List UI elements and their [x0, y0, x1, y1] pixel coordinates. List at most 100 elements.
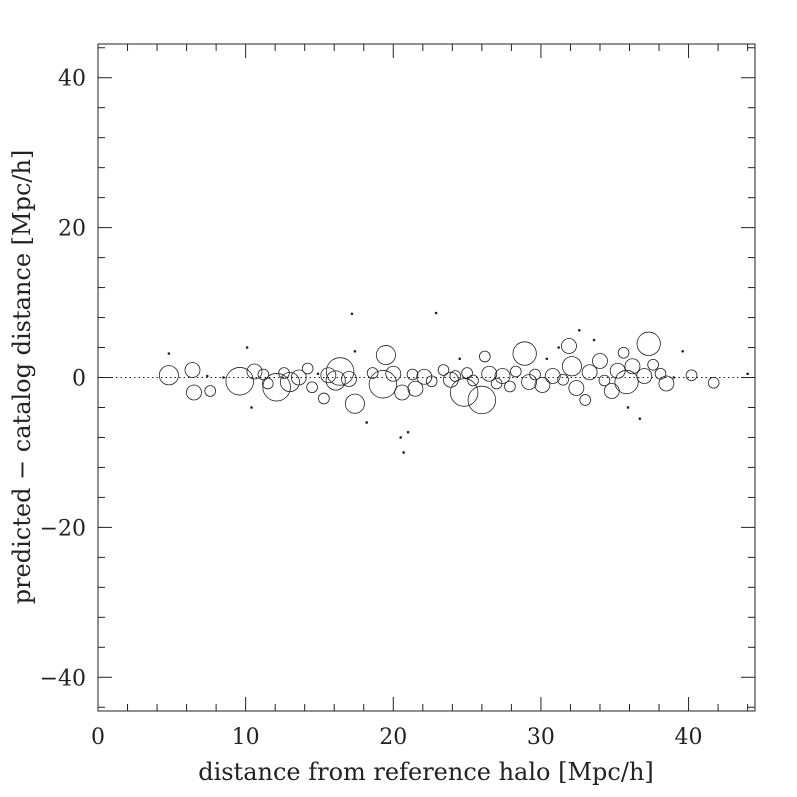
data-point	[350, 312, 354, 316]
data-point	[544, 368, 561, 384]
data-point	[557, 346, 560, 349]
data-point	[341, 371, 357, 387]
data-point	[658, 375, 675, 392]
x-tick-label: 40	[675, 725, 703, 750]
data-point	[707, 376, 720, 389]
x-tick-label: 0	[91, 725, 105, 750]
data-point	[672, 376, 676, 379]
data-point	[568, 380, 585, 396]
data-point	[557, 373, 569, 386]
data-point	[222, 376, 225, 379]
axis-ticks	[97, 44, 755, 711]
data-point	[250, 406, 253, 409]
data-point	[399, 436, 402, 439]
x-tick-label: 10	[232, 725, 260, 750]
data-point	[246, 363, 263, 380]
data-point	[245, 346, 249, 349]
data-point	[579, 394, 592, 406]
data-point	[261, 377, 274, 390]
data-point	[290, 369, 307, 386]
data-point	[184, 362, 201, 378]
data-point	[494, 368, 511, 384]
data-point	[301, 362, 314, 375]
data-point	[225, 367, 254, 396]
data-point	[437, 364, 450, 376]
data-point	[406, 368, 419, 381]
data-point	[561, 338, 577, 354]
data-point	[592, 338, 596, 342]
data-point	[366, 367, 379, 379]
data-point	[647, 358, 659, 371]
data-point	[262, 373, 291, 402]
y-axis-label: predicted − catalog distance [Mpc/h]	[8, 150, 36, 605]
data-point	[394, 384, 411, 401]
data-point	[512, 341, 537, 366]
data-point	[442, 371, 459, 388]
data-point	[685, 369, 698, 382]
data-point	[434, 311, 438, 315]
data-point	[325, 357, 355, 386]
data-point	[638, 417, 642, 421]
data-point	[318, 392, 330, 405]
data-point	[578, 328, 581, 332]
data-point	[449, 378, 479, 407]
data-point	[746, 372, 749, 376]
data-point	[461, 367, 473, 379]
data-point	[204, 385, 217, 397]
data-point	[603, 383, 620, 399]
data-point	[636, 368, 653, 384]
data-point	[681, 349, 684, 353]
data-point	[158, 365, 179, 386]
data-point	[406, 430, 410, 434]
data-point	[365, 421, 369, 424]
data-point	[534, 377, 551, 393]
data-point	[375, 345, 396, 366]
data-point	[598, 374, 611, 387]
data-point	[545, 357, 549, 361]
data-point	[279, 371, 300, 392]
data-point	[167, 352, 171, 355]
y-tick-label: 0	[72, 367, 86, 392]
data-points	[158, 311, 749, 454]
data-point	[306, 381, 318, 394]
x-tick-label: 20	[379, 725, 407, 750]
data-point	[624, 358, 641, 375]
data-point	[353, 349, 357, 353]
data-point	[626, 406, 630, 409]
y-tick-label: −20	[40, 516, 86, 541]
data-point	[467, 374, 479, 387]
data-point	[504, 380, 516, 393]
y-tick-label: −40	[40, 666, 86, 691]
x-tick-label: 30	[527, 725, 555, 750]
data-point	[561, 356, 582, 377]
y-tick-label: 40	[58, 67, 86, 92]
data-point	[320, 367, 337, 384]
data-point	[617, 346, 630, 359]
data-point	[402, 451, 405, 454]
data-point	[479, 350, 491, 363]
data-point	[205, 374, 209, 378]
data-point	[467, 385, 497, 415]
data-point	[592, 353, 608, 369]
axis-tick-labels: 0 10 20 30 40 −40 −20 0 20 40	[40, 67, 703, 750]
data-point	[186, 384, 202, 401]
x-axis-label: distance from reference halo [Mpc/h]	[198, 758, 654, 786]
data-point	[458, 357, 462, 361]
data-point	[581, 364, 598, 381]
data-point	[481, 365, 498, 382]
data-point	[510, 365, 522, 378]
y-tick-label: 20	[58, 217, 86, 242]
data-point	[278, 367, 290, 379]
data-point	[344, 393, 365, 414]
data-point	[325, 370, 346, 391]
data-point	[316, 372, 320, 376]
data-point	[425, 375, 438, 388]
data-point	[385, 365, 402, 382]
data-point	[416, 368, 433, 385]
data-point	[368, 370, 398, 399]
data-point	[529, 368, 541, 381]
data-point	[521, 374, 538, 390]
data-point	[636, 331, 661, 356]
data-point	[407, 380, 424, 397]
